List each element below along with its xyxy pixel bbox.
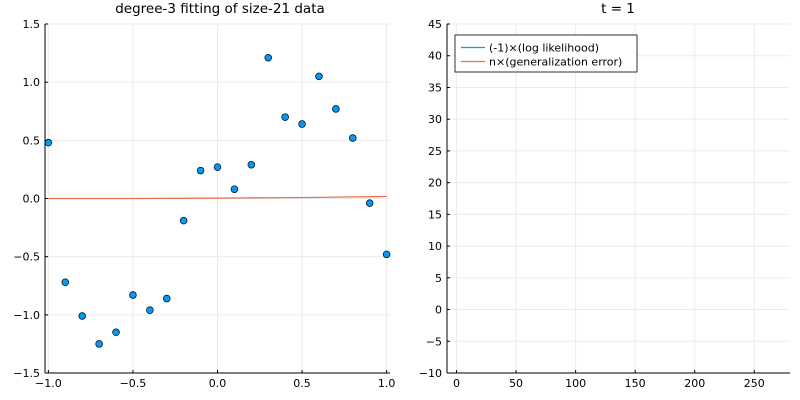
data-point xyxy=(95,340,103,348)
fit-line xyxy=(48,195,387,200)
y-tick-label: 35 xyxy=(428,81,442,94)
x-tick-label: 0.0 xyxy=(209,377,227,390)
data-point xyxy=(163,294,171,303)
data-point xyxy=(247,161,256,169)
x-tick-label: 1.0 xyxy=(378,377,396,390)
fit-tick-labels: −1.0 −0.5 0.0 0.5 1.0−1.5−1.0−0.50.00.51.01.… xyxy=(13,18,395,390)
y-tick-label: 25 xyxy=(428,145,442,158)
legend-box xyxy=(454,34,638,73)
data-point xyxy=(315,72,323,81)
loss-tick-labels: 0 50 100 150 200 250 −10 −5 0 5 10 15 20 25 30 35 40 45 xyxy=(419,18,765,390)
data-point xyxy=(179,216,188,225)
data-point xyxy=(196,166,205,175)
legend-label-generalization-error: n×(generalization error) xyxy=(489,56,622,69)
loss-chart-title: t = 1 xyxy=(601,1,635,17)
y-tick-label: 20 xyxy=(428,177,442,190)
data-point xyxy=(382,250,391,259)
y-tick-label: 30 xyxy=(428,113,442,126)
data-point xyxy=(332,105,340,113)
x-tick-label: 200 xyxy=(684,377,705,390)
x-tick-label: 250 xyxy=(744,377,765,390)
x-tick-label: 100 xyxy=(565,377,586,390)
data-point xyxy=(264,53,272,62)
y-tick-label: 40 xyxy=(428,50,442,63)
legend-label-neg-log-likelihood: (-1)×(log likelihood) xyxy=(489,42,599,55)
y-tick-label: 1.0 xyxy=(23,76,41,89)
x-tick-label: 150 xyxy=(625,377,646,390)
data-point xyxy=(44,138,53,147)
data-point xyxy=(78,312,86,320)
data-point xyxy=(146,306,154,314)
y-tick-label: −10 xyxy=(419,367,442,380)
y-tick-label: 15 xyxy=(428,208,442,221)
data-point xyxy=(129,291,137,299)
y-tick-label: 45 xyxy=(428,18,442,31)
data-point xyxy=(281,113,289,121)
fit-axes xyxy=(44,23,390,374)
fit-curve xyxy=(48,195,387,200)
fit-panel: degree-3 fitting of size-21 data −1.0 −0.… xyxy=(13,1,395,390)
y-tick-label: −1.0 xyxy=(13,309,40,322)
data-point xyxy=(298,120,306,128)
fit-chart-title: degree-3 fitting of size-21 data xyxy=(115,1,325,17)
x-tick-label: −0.5 xyxy=(120,377,147,390)
loss-gridlines xyxy=(447,23,790,374)
data-point xyxy=(349,134,357,142)
data-point xyxy=(365,199,374,207)
legend: (-1)×(log likelihood) n×(generalization … xyxy=(454,34,638,73)
data-point xyxy=(230,185,239,193)
x-tick-label: 0.5 xyxy=(293,377,311,390)
y-tick-label: −0.5 xyxy=(13,251,40,264)
data-points xyxy=(44,53,391,348)
data-point xyxy=(213,163,222,171)
x-tick-label: −1.0 xyxy=(35,377,62,390)
data-point xyxy=(61,278,70,287)
y-tick-label: 0.5 xyxy=(23,134,41,147)
data-point xyxy=(112,328,120,337)
y-tick-label: 1.5 xyxy=(23,18,41,31)
y-tick-label: 5 xyxy=(435,272,442,285)
x-tick-label: 50 xyxy=(509,377,523,390)
y-tick-label: 0 xyxy=(435,304,442,317)
loss-axes xyxy=(446,23,790,374)
y-tick-label: −5 xyxy=(426,335,442,348)
x-tick-label: 0 xyxy=(453,377,460,390)
loss-panel: t = 1 0 50 100 150 200 250 −10 −5 0 5 10 15 20 25 30 35… xyxy=(419,1,790,390)
y-tick-label: 10 xyxy=(428,240,442,253)
y-tick-label: −1.5 xyxy=(13,367,40,380)
y-tick-label: 0.0 xyxy=(23,193,41,206)
